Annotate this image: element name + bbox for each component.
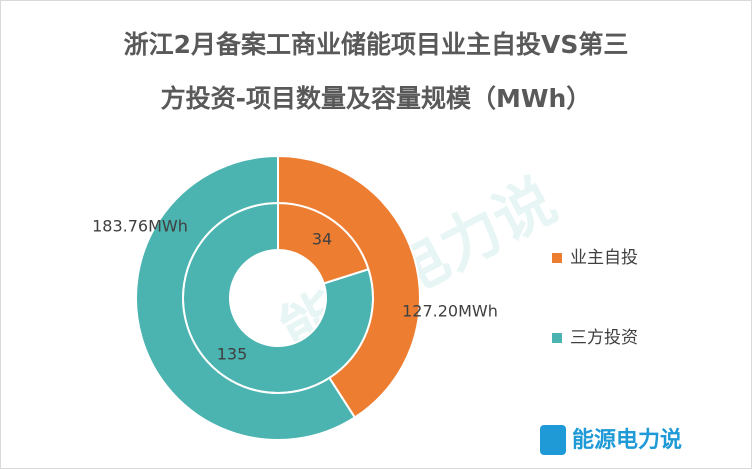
donut-segment <box>135 154 357 441</box>
data-label: 135 <box>217 345 248 364</box>
legend-label: 业主自投 <box>570 248 638 268</box>
logo-icon <box>540 425 566 455</box>
logo-text: 能源电力说 <box>572 427 682 453</box>
data-label: 183.76MWh <box>92 217 188 236</box>
legend-swatch <box>552 253 562 263</box>
data-label: 127.20MWh <box>402 302 498 321</box>
data-label: 34 <box>312 230 332 249</box>
chart-title: 浙江2月备案工商业储能项目业主自投VS第三 <box>124 30 629 59</box>
donut-segment <box>277 154 421 419</box>
legend-swatch <box>552 333 562 343</box>
legend-label: 三方投资 <box>570 328 638 348</box>
chart-title: 方投资-项目数量及容量规模（MWh） <box>161 84 592 113</box>
